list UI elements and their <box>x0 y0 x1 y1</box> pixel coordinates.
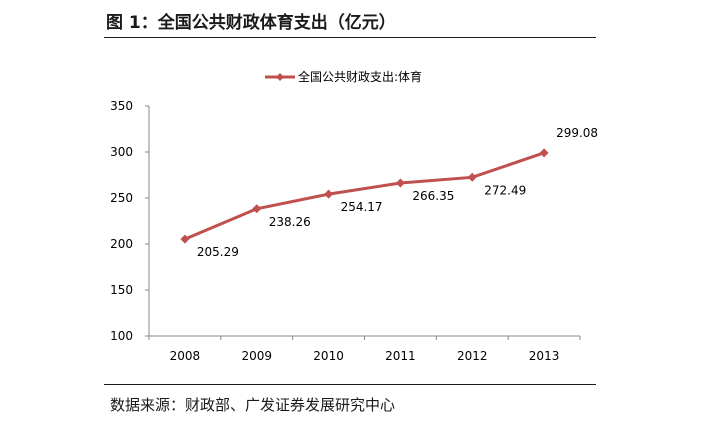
x-tick-label: 2012 <box>457 349 488 363</box>
y-tick-label: 300 <box>110 145 133 159</box>
data-label: 205.29 <box>197 245 239 259</box>
y-tick-label: 150 <box>110 283 133 297</box>
legend-label: 全国公共财政支出:体育 <box>298 69 422 84</box>
figure-title: 图 1：全国公共财政体育支出（亿元） <box>106 13 396 33</box>
y-ticks: 100 150 200 250 300 350 <box>110 99 149 343</box>
x-tick-label: 2008 <box>170 349 201 363</box>
x-tick-label: 2011 <box>385 349 416 363</box>
x-tick-label: 2010 <box>313 349 344 363</box>
y-tick-label: 100 <box>110 329 133 343</box>
bottom-rule <box>104 384 596 385</box>
y-tick-label: 250 <box>110 191 133 205</box>
data-label: 254.17 <box>341 200 383 214</box>
data-label: 272.49 <box>484 183 526 197</box>
data-point <box>180 234 190 244</box>
legend-marker <box>276 73 284 81</box>
x-tick-label: 2013 <box>529 349 560 363</box>
source-note: 数据来源：财政部、广发证券发展研究中心 <box>110 396 396 414</box>
top-rule <box>104 37 596 38</box>
series-line <box>184 151 545 241</box>
x-ticks: 2008 2009 2010 2011 2012 2013 <box>148 336 581 363</box>
x-tick-label: 2009 <box>241 349 272 363</box>
data-point <box>252 204 262 214</box>
y-tick-label: 350 <box>110 99 133 113</box>
data-point <box>395 178 405 188</box>
data-point <box>539 148 549 158</box>
data-label: 266.35 <box>412 189 454 203</box>
data-point <box>467 172 477 182</box>
y-tick-label: 200 <box>110 237 133 251</box>
data-point <box>324 189 334 199</box>
data-label: 299.08 <box>556 126 598 140</box>
data-labels: 205.29 238.26 254.17 266.35 272.49 299.08 <box>197 126 598 259</box>
series-markers <box>180 148 549 244</box>
data-label: 238.26 <box>269 215 311 229</box>
legend: 全国公共财政支出:体育 <box>265 69 422 84</box>
